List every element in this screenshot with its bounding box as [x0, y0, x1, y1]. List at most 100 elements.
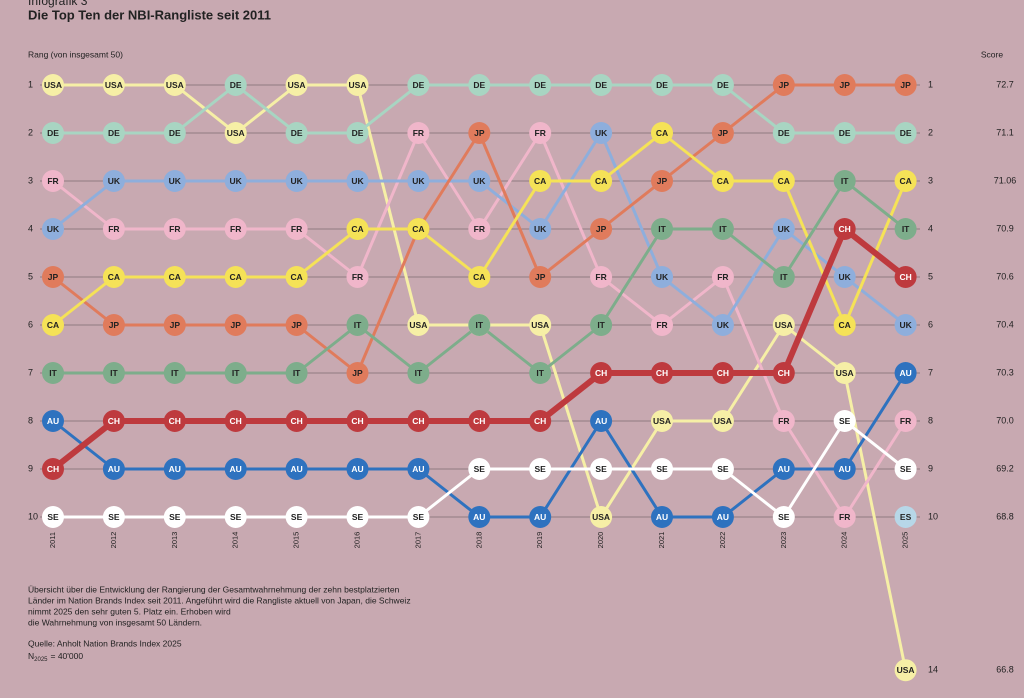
- country-label: FR: [413, 128, 424, 138]
- y-tick-label: 6: [28, 319, 33, 329]
- country-label: DE: [473, 80, 485, 90]
- x-tick-label: 2012: [109, 532, 118, 549]
- rank-dot: [529, 506, 552, 528]
- country-label: USA: [775, 320, 793, 330]
- country-label: CH: [412, 416, 424, 426]
- rank-dot: [285, 266, 308, 288]
- country-label: USA: [105, 80, 123, 90]
- rank-dot: [711, 410, 734, 432]
- rank-dot: [894, 218, 917, 240]
- rank-dot: [772, 410, 795, 432]
- country-label: AU: [595, 416, 607, 426]
- rank-dot: [224, 218, 247, 240]
- rank-dot: [590, 314, 613, 336]
- country-label: UK: [47, 224, 60, 234]
- rank-dot: [407, 170, 430, 192]
- country-label: DE: [717, 80, 729, 90]
- country-label: AU: [839, 464, 851, 474]
- country-label: SE: [900, 464, 912, 474]
- country-label: JP: [657, 176, 668, 186]
- right-rank: 3: [928, 175, 933, 185]
- country-label: CH: [290, 416, 302, 426]
- country-label: IT: [110, 368, 118, 378]
- rank-dot: [42, 506, 64, 528]
- rank-dot: [346, 74, 369, 96]
- score: 69.2: [996, 463, 1014, 473]
- right-rank: 10: [928, 511, 938, 521]
- country-label: CA: [108, 272, 120, 282]
- x-tick-label: 2025: [901, 532, 910, 549]
- right-rank: 2: [928, 127, 933, 137]
- series-line: [51, 226, 908, 472]
- rank-dot: [711, 122, 734, 144]
- rank-dot: [224, 74, 247, 96]
- rank-dot: [102, 122, 125, 144]
- country-label: DE: [595, 80, 607, 90]
- rank-dot: [711, 170, 734, 192]
- rank-dot: [894, 458, 917, 480]
- country-label: JP: [474, 128, 485, 138]
- rank-dot: [711, 458, 734, 480]
- country-label: UK: [656, 272, 669, 282]
- country-label: FR: [474, 224, 485, 234]
- country-label: JP: [535, 272, 546, 282]
- rank-dot: [772, 362, 795, 384]
- country-label: JP: [291, 320, 302, 330]
- rank-dot: [163, 218, 186, 240]
- rank-dot: [346, 266, 369, 288]
- rank-dot: [529, 170, 552, 192]
- x-tick-label: 2017: [413, 532, 422, 549]
- y-tick-label: 9: [28, 463, 33, 473]
- country-label: FR: [656, 320, 667, 330]
- score-header: Score: [981, 49, 1003, 59]
- country-label: IT: [536, 368, 544, 378]
- country-label: UK: [473, 176, 486, 186]
- rank-dot: [894, 170, 917, 192]
- rank-dot: [163, 410, 186, 432]
- country-label: SE: [778, 512, 790, 522]
- country-label: IT: [49, 368, 57, 378]
- rank-dot: [529, 314, 552, 336]
- rank-dot: [163, 170, 186, 192]
- country-label: ES: [900, 512, 912, 522]
- country-label: JP: [230, 320, 241, 330]
- rank-dot: [346, 458, 369, 480]
- rank-dot: [651, 74, 673, 96]
- score: 70.3: [996, 367, 1014, 377]
- country-label: DE: [656, 80, 668, 90]
- country-label: SE: [47, 512, 59, 522]
- country-label: CH: [839, 224, 851, 234]
- country-label: SE: [352, 512, 364, 522]
- rank-dot: [468, 314, 491, 336]
- y-tick-label: 8: [28, 415, 33, 425]
- rank-dot: [651, 362, 673, 384]
- note-line: die Wahrnehmung von insgesamt 50 Ländern…: [28, 617, 202, 627]
- rank-dot: [651, 506, 673, 528]
- country-label: USA: [714, 416, 732, 426]
- rank-dot: [711, 362, 734, 384]
- country-label: AU: [290, 464, 302, 474]
- country-label: SE: [656, 464, 668, 474]
- rank-dot: [285, 410, 308, 432]
- rank-dot: [346, 362, 369, 384]
- country-label: DE: [778, 128, 790, 138]
- rank-dot: [468, 410, 491, 432]
- rank-dot: [42, 218, 64, 240]
- rank-dot: [468, 458, 491, 480]
- rank-dot: [468, 506, 491, 528]
- country-label: AU: [473, 512, 485, 522]
- rank-dot: [285, 506, 308, 528]
- country-label: SE: [169, 512, 181, 522]
- rank-dot: [833, 410, 856, 432]
- country-label: FR: [108, 224, 119, 234]
- country-label: JP: [596, 224, 607, 234]
- country-label: CH: [595, 368, 607, 378]
- country-label: SE: [230, 512, 242, 522]
- score: 70.4: [996, 319, 1014, 329]
- country-label: CH: [717, 368, 729, 378]
- country-label: UK: [534, 224, 547, 234]
- country-label: IT: [780, 272, 788, 282]
- rank-dot: [833, 314, 856, 336]
- country-label: AU: [47, 416, 59, 426]
- rank-dot: [285, 314, 308, 336]
